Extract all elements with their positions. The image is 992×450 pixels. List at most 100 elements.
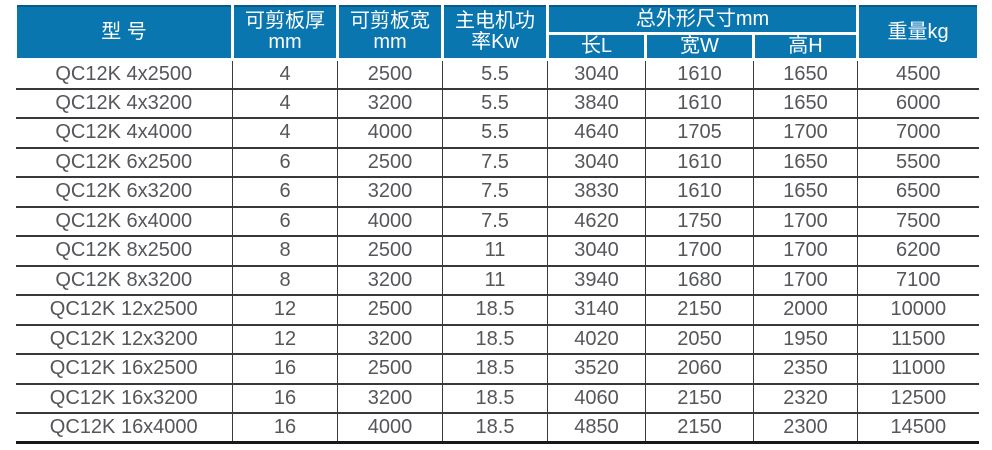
cell-weight: 11000 [857,354,979,385]
cell-weight: 11500 [857,324,979,355]
cell-model: QC12K 4x2500 [15,59,233,90]
header-power-line1: 主电机功 [455,10,535,33]
cell-width-dim: 1610 [645,177,754,208]
cell-power: 11 [442,265,548,296]
cell-width: 3200 [337,177,443,208]
cell-length: 4620 [547,206,646,237]
cell-height: 1650 [752,88,859,119]
cell-width-dim: 1610 [645,59,754,90]
cell-power: 18.5 [442,383,548,414]
cell-power: 5.5 [442,118,548,149]
cell-model: QC12K 16x4000 [15,413,233,444]
cell-height: 1650 [752,177,859,208]
cell-length: 3040 [547,236,646,267]
cell-model: QC12K 16x2500 [15,354,233,385]
cell-weight: 7000 [857,118,979,149]
table-row: QC12K 6x3200 6 3200 7.5 3830 1610 1650 6… [15,177,979,208]
cell-power: 7.5 [442,206,548,237]
cell-model: QC12K 8x3200 [15,265,233,296]
cell-width: 4000 [337,413,443,444]
cell-power: 18.5 [442,413,548,444]
cell-thickness: 4 [232,118,338,149]
header-height: 高H [751,31,860,61]
header-thickness-line2: mm [268,31,302,54]
cell-width: 3200 [337,265,443,296]
cell-model: QC12K 16x3200 [15,383,233,414]
cell-model: QC12K 6x2500 [15,147,233,178]
table-row: QC12K 8x3200 8 3200 11 3940 1680 1700 71… [15,265,979,296]
cell-thickness: 8 [232,265,338,296]
header-length: 长L [546,31,647,61]
cell-model: QC12K 4x3200 [15,88,233,119]
cell-width: 2500 [337,354,443,385]
cell-length: 4850 [547,413,646,444]
cell-weight: 7500 [857,206,979,237]
cell-length: 3040 [547,147,646,178]
cell-thickness: 4 [232,59,338,90]
cell-width-dim: 1700 [645,236,754,267]
cell-length: 3520 [547,354,646,385]
cell-thickness: 8 [232,236,338,267]
cell-length: 3940 [547,265,646,296]
cell-length: 3140 [547,295,646,326]
cell-height: 2320 [752,383,859,414]
cell-width: 2500 [337,236,443,267]
cell-width: 2500 [337,295,443,326]
cell-thickness: 6 [232,206,338,237]
cell-weight: 6200 [857,236,979,267]
cell-width: 3200 [337,88,443,119]
header-weight: 重量kg [856,5,981,61]
header-width-line2: mm [373,31,407,54]
cell-width: 2500 [337,147,443,178]
cell-model: QC12K 12x2500 [15,295,233,326]
table-row: QC12K 12x2500 12 2500 18.5 3140 2150 200… [15,295,979,326]
cell-width: 2500 [337,59,443,90]
cell-thickness: 16 [232,413,338,444]
header-thickness: 可剪板厚 mm [231,5,339,61]
cell-height: 2000 [752,295,859,326]
table-row: QC12K 16x4000 16 4000 18.5 4850 2150 230… [15,413,979,444]
cell-power: 18.5 [442,295,548,326]
cell-thickness: 6 [232,147,338,178]
cell-power: 11 [442,236,548,267]
cell-weight: 12500 [857,383,979,414]
cell-weight: 6500 [857,177,979,208]
table-row: QC12K 6x4000 6 4000 7.5 4620 1750 1700 7… [15,206,979,237]
cell-width-dim: 1750 [645,206,754,237]
cell-model: QC12K 12x3200 [15,324,233,355]
cell-model: QC12K 6x4000 [15,206,233,237]
cell-power: 18.5 [442,324,548,355]
cell-length: 3040 [547,59,646,90]
cell-height: 1650 [752,59,859,90]
cell-model: QC12K 8x2500 [15,236,233,267]
spec-table: 型 号 可剪板厚 mm 可剪板宽 mm 主电机功 率Kw 总外形尺寸mm 重量k… [14,5,981,444]
cell-width: 3200 [337,383,443,414]
cell-height: 2300 [752,413,859,444]
cell-model: QC12K 4x4000 [15,118,233,149]
cell-height: 1700 [752,236,859,267]
cell-thickness: 16 [232,383,338,414]
table-row: QC12K 4x2500 4 2500 5.5 3040 1610 1650 4… [15,59,979,90]
table-row: QC12K 16x3200 16 3200 18.5 4060 2150 232… [15,383,979,414]
cell-width-dim: 2150 [645,295,754,326]
table-row: QC12K 8x2500 8 2500 11 3040 1700 1700 62… [15,236,979,267]
cell-thickness: 16 [232,354,338,385]
cell-power: 7.5 [442,147,548,178]
cell-height: 1700 [752,265,859,296]
cell-thickness: 6 [232,177,338,208]
table-row: QC12K 12x3200 12 3200 18.5 4020 2050 195… [15,324,979,355]
cell-thickness: 4 [232,88,338,119]
cell-width: 4000 [337,118,443,149]
header-row-top: 型 号 可剪板厚 mm 可剪板宽 mm 主电机功 率Kw 总外形尺寸mm 重量k… [14,5,981,61]
cell-weight: 7100 [857,265,979,296]
cell-power: 5.5 [442,59,548,90]
cell-width-dim: 2060 [645,354,754,385]
cell-weight: 4500 [857,59,979,90]
cell-width-dim: 1705 [645,118,754,149]
header-width-dim: 宽W [644,31,755,61]
cell-width: 3200 [337,324,443,355]
cell-weight: 5500 [857,147,979,178]
header-thickness-line1: 可剪板厚 [245,10,325,33]
cell-width-dim: 2150 [645,383,754,414]
cell-weight: 6000 [857,88,979,119]
